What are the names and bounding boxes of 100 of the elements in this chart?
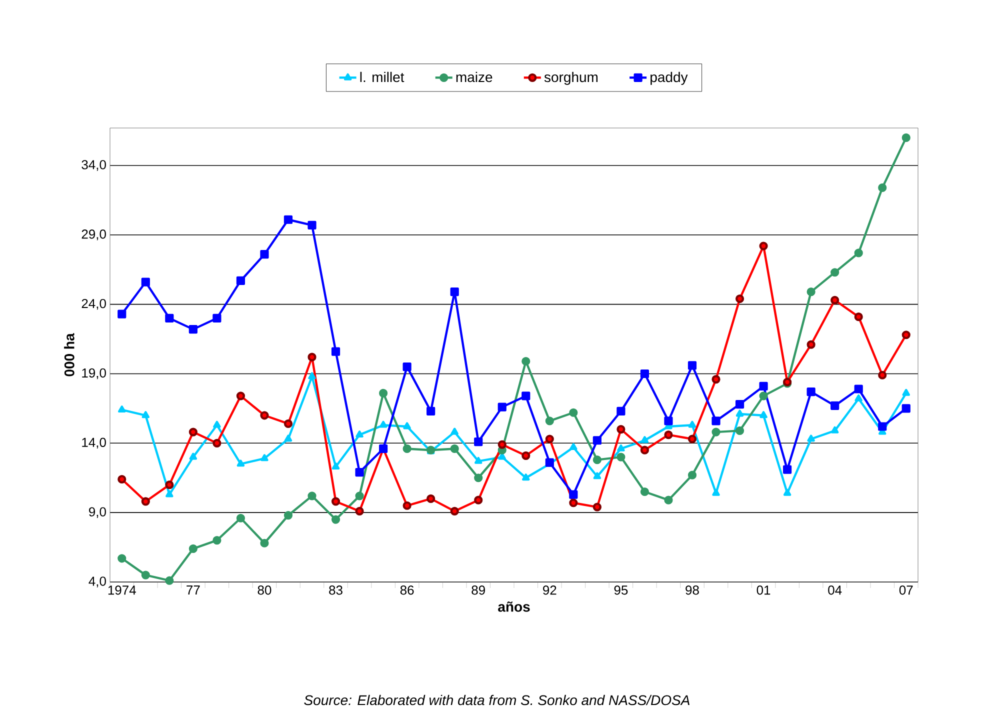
legend-label: sorghum [544, 72, 598, 85]
point [878, 422, 887, 431]
point [712, 488, 720, 496]
point [640, 487, 650, 496]
x-tick-label: 77 [186, 586, 200, 594]
y-axis-title: 000 ha [64, 333, 74, 376]
point [141, 570, 150, 580]
y-tick-label: 9,0 [89, 507, 106, 518]
point [854, 248, 863, 258]
point [308, 492, 316, 500]
point [188, 544, 198, 553]
x-tick-label: 92 [543, 586, 556, 595]
point [759, 382, 768, 391]
point [355, 492, 364, 500]
point [616, 406, 626, 416]
point [759, 242, 768, 250]
point [188, 428, 198, 436]
point [403, 422, 411, 430]
point [640, 436, 649, 444]
source-note: Source: Elaborated with data from S. Sonko and NASS/DOSA [304, 694, 690, 706]
point [545, 434, 554, 444]
point [878, 183, 887, 192]
point [592, 436, 602, 445]
point [284, 434, 292, 442]
y-tick-label: 29,0 [82, 230, 106, 240]
point [830, 401, 840, 410]
point [213, 420, 221, 428]
point [592, 456, 602, 464]
y-tick-label: 4,0 [88, 576, 106, 588]
point [165, 314, 174, 322]
point [735, 294, 744, 304]
y-tick-label: 14,0 [82, 438, 106, 449]
point [806, 288, 816, 296]
x-tick-label: 07 [899, 586, 913, 595]
point [640, 446, 650, 454]
point [830, 268, 840, 277]
point [331, 497, 340, 506]
point [212, 438, 222, 448]
point [308, 220, 316, 230]
point [712, 428, 720, 436]
point [569, 498, 578, 508]
point [736, 410, 744, 417]
point [308, 372, 316, 380]
x-axis-title: años [498, 602, 530, 612]
point [688, 420, 696, 428]
point [118, 554, 126, 563]
point [522, 392, 530, 400]
y-tick-label: 34,0 [82, 160, 106, 171]
point [236, 392, 246, 400]
point [118, 310, 126, 318]
point [166, 490, 174, 498]
point [426, 406, 436, 416]
point [450, 444, 459, 454]
point [165, 576, 174, 585]
point [212, 314, 222, 322]
x-tick-label: 98 [686, 586, 699, 595]
point [498, 402, 506, 412]
legend-label: maize [456, 72, 492, 82]
point [331, 347, 340, 356]
point [260, 538, 269, 548]
point [236, 460, 245, 467]
point [118, 406, 126, 413]
point [688, 470, 697, 480]
point [189, 452, 198, 460]
point [735, 400, 744, 409]
point [664, 430, 673, 440]
point [830, 426, 839, 434]
point [474, 474, 483, 482]
point [450, 288, 459, 296]
point [379, 388, 388, 398]
point [830, 296, 840, 304]
point [688, 434, 697, 444]
point [236, 276, 246, 286]
y-tick-label: 19,0 [82, 368, 106, 380]
point [355, 468, 364, 477]
point [165, 480, 174, 490]
point [522, 474, 530, 481]
point [450, 428, 458, 435]
point [806, 387, 816, 396]
point [474, 437, 483, 446]
point [735, 426, 744, 435]
point [616, 452, 626, 462]
point [616, 424, 626, 434]
point [807, 434, 815, 442]
point [902, 404, 910, 413]
x-tick-label: 80 [258, 586, 272, 595]
point [854, 394, 862, 402]
point [402, 501, 412, 510]
point [355, 506, 364, 516]
point [902, 388, 910, 396]
point [450, 506, 459, 516]
x-tick-label: 86 [400, 586, 414, 595]
legend-label: l. millet [360, 72, 404, 82]
legend-label: paddy [650, 72, 688, 85]
point [474, 496, 483, 504]
point [688, 361, 697, 370]
point [118, 474, 126, 484]
point [141, 278, 150, 286]
point [260, 250, 269, 259]
point [284, 419, 293, 428]
